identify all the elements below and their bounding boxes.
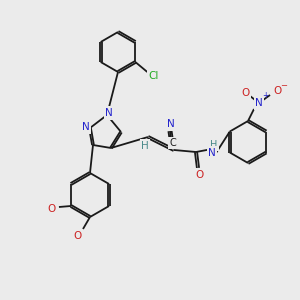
Text: N: N bbox=[208, 148, 216, 158]
Text: O: O bbox=[241, 88, 249, 98]
Text: H: H bbox=[141, 141, 149, 151]
Text: O: O bbox=[274, 86, 282, 96]
Text: O: O bbox=[73, 231, 81, 241]
Text: O: O bbox=[195, 170, 203, 180]
Text: N: N bbox=[167, 119, 175, 129]
Text: H: H bbox=[210, 140, 218, 150]
Text: +: + bbox=[262, 92, 268, 100]
Text: O: O bbox=[48, 204, 56, 214]
Text: N: N bbox=[255, 98, 263, 108]
Text: −: − bbox=[280, 82, 287, 91]
Text: N: N bbox=[82, 122, 90, 132]
Text: N: N bbox=[105, 108, 113, 118]
Text: C: C bbox=[169, 138, 176, 148]
Text: Cl: Cl bbox=[148, 71, 158, 81]
